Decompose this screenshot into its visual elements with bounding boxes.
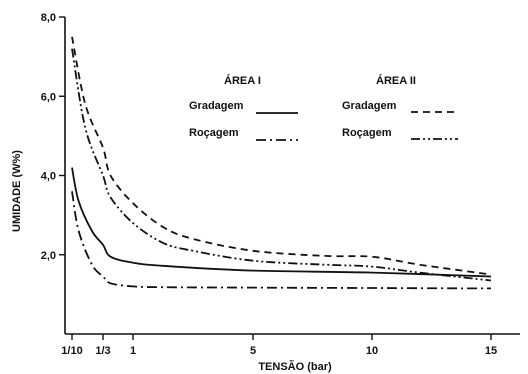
x-tick-label: 5 bbox=[250, 345, 256, 357]
series-line-area-i-rocagem bbox=[71, 191, 492, 290]
y-axis-title: UMIDADE (W%) bbox=[11, 150, 23, 232]
legend-label-area-2-rocagem: Roçagem bbox=[342, 127, 392, 139]
y-tick-label: 2,0 bbox=[41, 250, 56, 262]
legend-group-title-area-2: ÁREA II bbox=[376, 74, 416, 87]
y-tick-label: 8,0 bbox=[41, 12, 56, 24]
x-tick-label: 15 bbox=[485, 345, 497, 357]
ticks: 1/10 1/3 1 5 10 152,04,06,08,0 bbox=[41, 12, 497, 357]
x-tick-label: 1/3 bbox=[95, 345, 110, 357]
legend-label-area-1-rocagem: Roçagem bbox=[189, 127, 239, 139]
x-tick-label: 1/10 bbox=[61, 345, 82, 357]
legend-label-area-2-gradagem: Gradagem bbox=[342, 100, 397, 112]
series-line-area-ii-rocagem bbox=[71, 48, 492, 282]
x-axis-title: TENSÃO (bar) bbox=[258, 360, 332, 373]
series-line-area-ii-gradagem bbox=[71, 36, 492, 276]
legend-label-area-1-gradagem: Gradagem bbox=[189, 100, 244, 112]
series-lines bbox=[71, 36, 492, 290]
y-tick-label: 4,0 bbox=[41, 171, 56, 183]
legend-group-title-area-1: ÁREA I bbox=[224, 74, 261, 87]
y-tick-label: 6,0 bbox=[41, 91, 56, 103]
legend: ÁREA I Gradagem Roçagem ÁREA II Gradagem… bbox=[189, 74, 458, 141]
x-tick-label: 1 bbox=[130, 345, 136, 357]
x-tick-label: 10 bbox=[366, 345, 378, 357]
series-line-area-i-gradagem bbox=[71, 167, 492, 278]
